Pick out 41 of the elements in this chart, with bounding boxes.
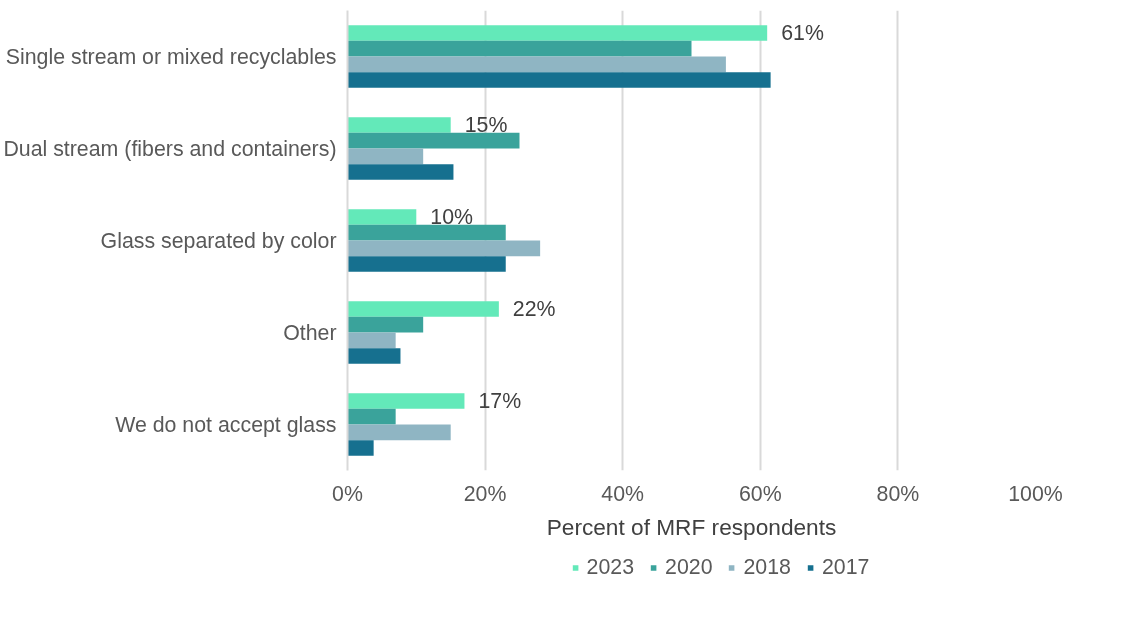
legend-label: 2018 [743, 554, 791, 580]
bar [347, 256, 506, 272]
bar [347, 440, 374, 456]
bar [347, 209, 417, 225]
y-tick-label: Dual stream (fibers and containers) [3, 136, 337, 161]
data-label: 61% [781, 21, 824, 46]
bar [347, 40, 692, 57]
bar [347, 393, 465, 409]
data-label: 15% [464, 113, 508, 138]
bar [347, 132, 520, 149]
x-tick-label: 100% [1008, 481, 1063, 506]
x-tick-label: 0% [332, 481, 363, 506]
y-tick-label: Single stream or mixed recyclables [5, 44, 337, 69]
bar [347, 301, 499, 317]
bar [347, 408, 396, 425]
x-axis-title: Percent of MRF respondents [546, 513, 837, 540]
x-tick-label: 80% [876, 481, 920, 506]
bar [347, 72, 771, 88]
y-tick-label: We do not accept glass [115, 412, 337, 437]
y-tick-label: Other [283, 320, 337, 345]
bar [347, 117, 451, 133]
bar [347, 224, 506, 241]
bar [347, 424, 451, 441]
x-tick-label: 40% [601, 481, 645, 506]
bar [347, 348, 401, 364]
y-tick-label: Glass separated by color [100, 228, 337, 253]
bar [347, 148, 424, 165]
bar [347, 25, 768, 41]
bar [347, 164, 454, 180]
bar [347, 332, 396, 349]
data-label: 22% [512, 297, 556, 322]
data-label: 10% [430, 205, 474, 230]
bar [347, 56, 726, 73]
legend-label: 2020 [665, 554, 713, 580]
x-tick-label: 60% [738, 481, 782, 506]
legend-label: 2023 [586, 554, 635, 580]
bar [347, 240, 541, 257]
x-tick-label: 20% [463, 481, 507, 506]
bar [347, 316, 424, 333]
legend-label: 2017 [821, 554, 870, 580]
data-label: 17% [478, 389, 522, 414]
